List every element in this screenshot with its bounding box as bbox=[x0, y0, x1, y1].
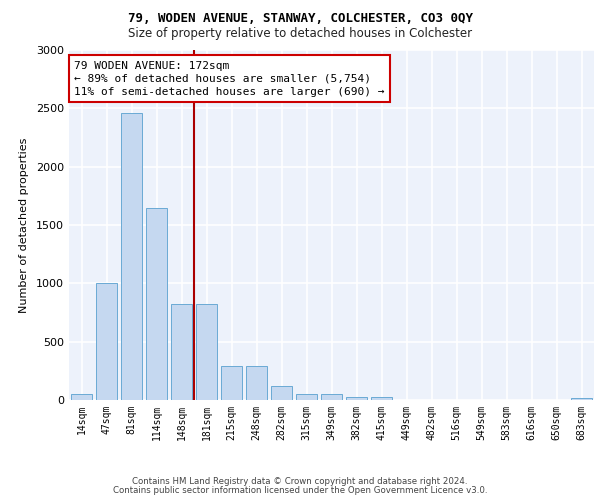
Bar bbox=[96, 284, 117, 400]
Bar bbox=[571, 398, 592, 400]
Bar bbox=[146, 208, 167, 400]
Bar bbox=[296, 394, 317, 400]
Bar bbox=[246, 366, 267, 400]
Bar bbox=[171, 304, 192, 400]
Bar bbox=[271, 386, 292, 400]
Bar bbox=[221, 366, 242, 400]
Text: Contains HM Land Registry data © Crown copyright and database right 2024.: Contains HM Land Registry data © Crown c… bbox=[132, 477, 468, 486]
Bar bbox=[71, 394, 92, 400]
Bar bbox=[371, 396, 392, 400]
Text: 79, WODEN AVENUE, STANWAY, COLCHESTER, CO3 0QY: 79, WODEN AVENUE, STANWAY, COLCHESTER, C… bbox=[128, 12, 473, 26]
Bar bbox=[321, 394, 342, 400]
Text: Contains public sector information licensed under the Open Government Licence v3: Contains public sector information licen… bbox=[113, 486, 487, 495]
Text: 79 WODEN AVENUE: 172sqm
← 89% of detached houses are smaller (5,754)
11% of semi: 79 WODEN AVENUE: 172sqm ← 89% of detache… bbox=[74, 60, 385, 97]
Bar bbox=[121, 113, 142, 400]
Bar bbox=[196, 304, 217, 400]
Text: Size of property relative to detached houses in Colchester: Size of property relative to detached ho… bbox=[128, 28, 472, 40]
Bar bbox=[346, 396, 367, 400]
Y-axis label: Number of detached properties: Number of detached properties bbox=[19, 138, 29, 312]
